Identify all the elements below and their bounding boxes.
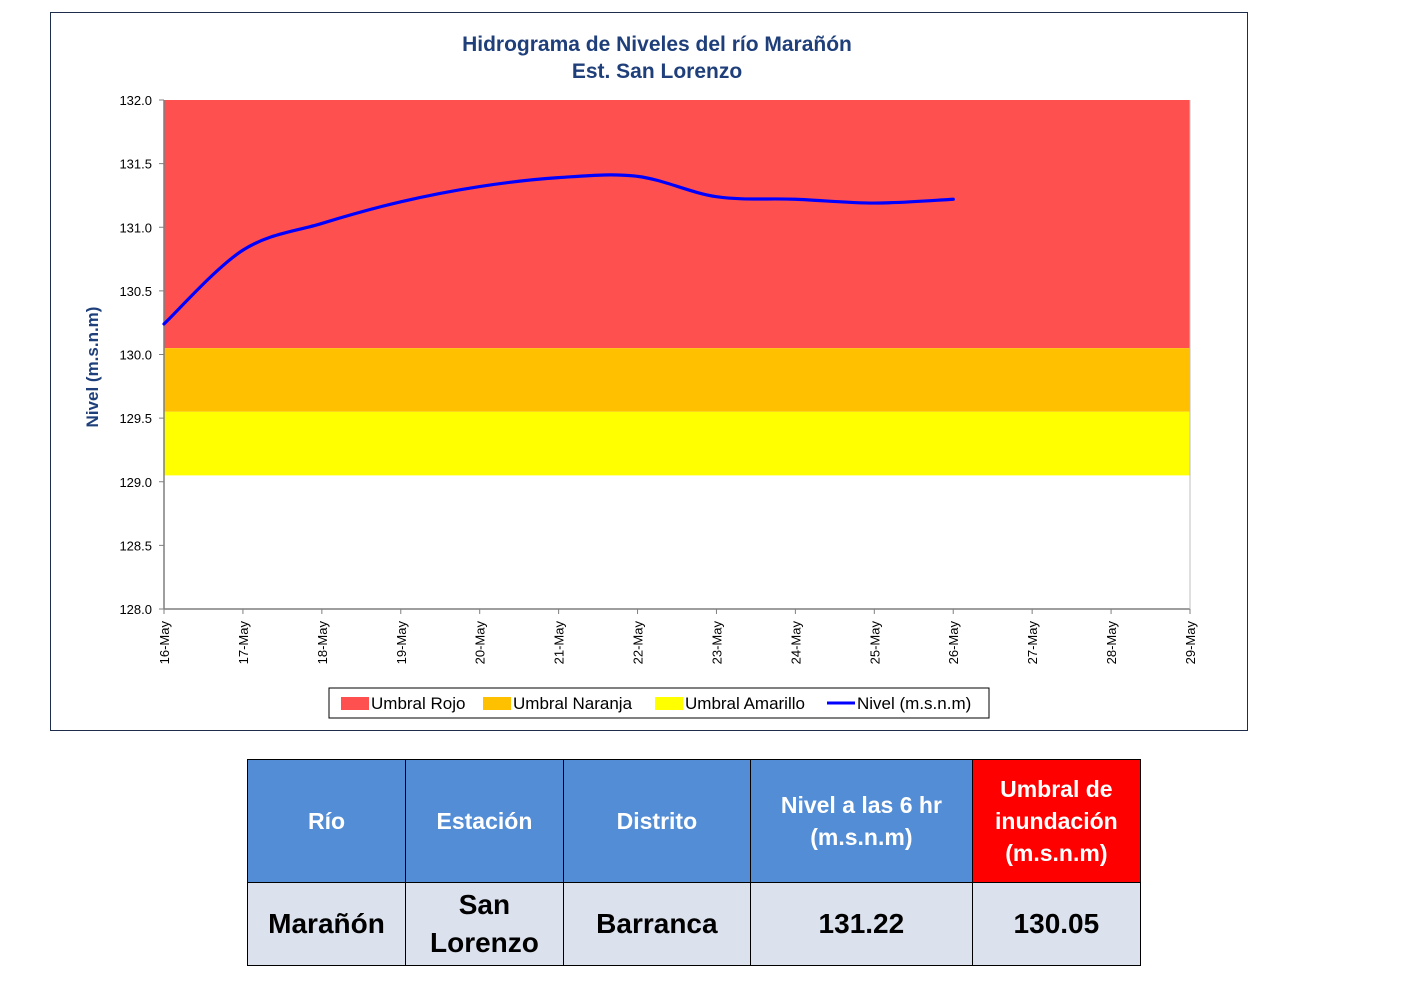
band-2 xyxy=(164,411,1190,476)
y-tick-label: 130.0 xyxy=(119,348,152,363)
y-tick-label: 131.5 xyxy=(119,157,152,172)
x-tick-label: 19-May xyxy=(394,621,409,665)
legend-label: Umbral Amarillo xyxy=(685,694,805,713)
cell-rio: Marañón xyxy=(247,882,406,966)
y-tick-label: 130.5 xyxy=(119,284,152,299)
legend-swatch xyxy=(655,697,683,710)
table-header-row: Río Estación Distrito Nivel a las 6 hr (… xyxy=(247,759,1141,883)
table-row: Marañón San Lorenzo Barranca 131.22 130.… xyxy=(247,882,1141,966)
hydrograph-chart: Hidrograma de Niveles del río Marañón Es… xyxy=(83,33,1198,719)
header-rio: Río xyxy=(247,759,406,883)
cell-distrito: Barranca xyxy=(562,882,751,966)
x-tick-label: 26-May xyxy=(946,621,961,665)
band-1 xyxy=(164,348,1190,412)
y-tick-label: 128.5 xyxy=(119,538,152,553)
x-tick-label: 28-May xyxy=(1104,621,1119,665)
chart-subtitle: Est. San Lorenzo xyxy=(572,60,742,83)
x-tick-label: 22-May xyxy=(631,621,646,665)
y-tick-label: 132.0 xyxy=(119,93,152,108)
x-tick-label: 16-May xyxy=(157,621,172,665)
legend-label: Umbral Naranja xyxy=(513,694,633,713)
x-tick-label: 21-May xyxy=(552,621,567,665)
x-tick-label: 24-May xyxy=(788,621,803,665)
legend-swatch xyxy=(483,697,511,710)
x-tick-label: 18-May xyxy=(315,621,330,665)
x-tick-label: 17-May xyxy=(236,621,251,665)
header-nivel: Nivel a las 6 hr (m.s.n.m) xyxy=(749,759,973,883)
x-tick-label: 23-May xyxy=(709,621,724,665)
y-tick-label: 129.5 xyxy=(119,411,152,426)
x-tick-label: 25-May xyxy=(867,621,882,665)
cell-nivel: 131.22 xyxy=(749,882,973,966)
y-tick-label: 129.0 xyxy=(119,475,152,490)
chart-title: Hidrograma de Niveles del río Marañón xyxy=(462,33,852,56)
y-tick-label: 131.0 xyxy=(119,220,152,235)
cell-estacion: San Lorenzo xyxy=(405,882,564,966)
header-distrito: Distrito xyxy=(562,759,751,883)
x-tick-label: 29-May xyxy=(1183,621,1198,665)
legend-label: Umbral Rojo xyxy=(371,694,465,713)
cell-umbral: 130.05 xyxy=(971,882,1141,966)
header-umbral: Umbral de inundación (m.s.n.m) xyxy=(971,759,1141,883)
info-table: Río Estación Distrito Nivel a las 6 hr (… xyxy=(247,759,1141,966)
band-0 xyxy=(164,100,1190,349)
x-tick-label: 20-May xyxy=(473,621,488,665)
y-axis-label: Nivel (m.s.n.m) xyxy=(83,307,102,428)
legend-swatch xyxy=(341,697,369,710)
series-line-nivel xyxy=(162,173,955,326)
x-tick-label: 27-May xyxy=(1025,621,1040,665)
chart-frame: Hidrograma de Niveles del río Marañón Es… xyxy=(50,12,1248,731)
y-tick-label: 128.0 xyxy=(119,602,152,617)
header-estacion: Estación xyxy=(405,759,564,883)
legend-label: Nivel (m.s.n.m) xyxy=(857,694,971,713)
